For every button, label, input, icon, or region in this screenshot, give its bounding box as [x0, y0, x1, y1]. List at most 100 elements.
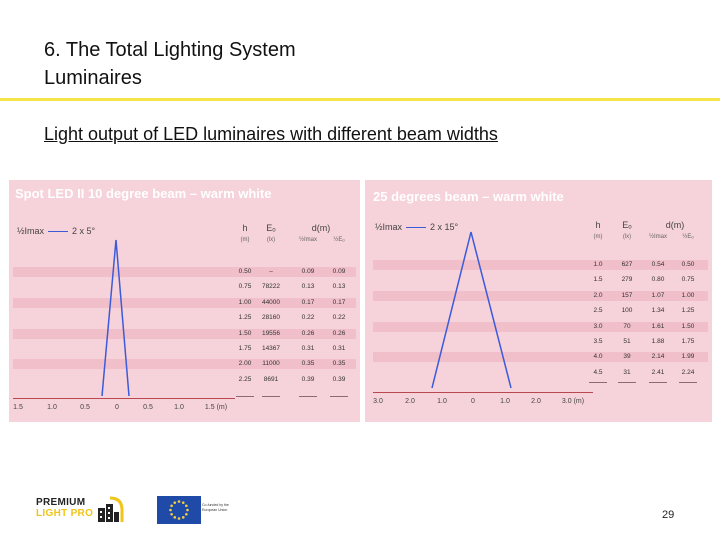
- table-cell: 0.54: [651, 261, 665, 268]
- x-axis-tick-label: 3.0 (m): [561, 398, 585, 405]
- eu-star: [170, 512, 173, 516]
- table-cell: 1.99: [681, 353, 695, 361]
- table-cell: 3.5: [593, 338, 603, 345]
- table-row-stripe: [373, 260, 708, 270]
- table-column-header: d(m): [311, 223, 331, 233]
- table-cell: –: [269, 268, 273, 275]
- table-cell: 1.75: [681, 338, 695, 345]
- table-cell: 4.5: [593, 368, 603, 376]
- table-cell: 2.0: [593, 291, 603, 299]
- table-column-subheader: (lx): [266, 237, 276, 243]
- table-cell: 1.00: [238, 298, 252, 306]
- table-cell: 0.22: [301, 314, 315, 322]
- eu-star: [177, 500, 181, 503]
- x-axis-tick-label: 1.5: [13, 404, 23, 411]
- table-cell: 44000: [261, 298, 281, 306]
- slide-subtitle: Light output of LED luminaires with diff…: [44, 124, 498, 144]
- table-column-tick: [236, 396, 254, 397]
- table-column-tick: [299, 396, 317, 397]
- legend-line-icon: [48, 231, 69, 233]
- table-cell: 0.26: [301, 329, 315, 337]
- table-column-subheader: ½Eₒ: [333, 237, 345, 243]
- table-column-subheader: ½Eₒ: [682, 234, 694, 240]
- table-column-subheader: (lx): [622, 234, 632, 240]
- legend-line-icon: [406, 227, 427, 229]
- legend-value: 2 x 5°: [72, 226, 96, 236]
- table-cell: 2.41: [651, 368, 665, 376]
- eu-flag-icon: [157, 496, 201, 524]
- table-cell: 1.50: [238, 329, 252, 337]
- table-cell: 627: [621, 261, 633, 268]
- table-cell: 0.13: [301, 283, 315, 291]
- table-row-stripe: [373, 290, 708, 301]
- table-cell: 1.0: [593, 261, 603, 268]
- table-cell: 0.35: [332, 360, 346, 368]
- table-cell: 2.00: [238, 360, 252, 368]
- table-cell: 1.00: [681, 291, 695, 299]
- table-cell: 0.22: [332, 314, 346, 322]
- table-cell: 1.75: [238, 345, 252, 352]
- table-column-tick: [262, 396, 280, 397]
- table-cell: 2.24: [681, 368, 695, 376]
- table-cell: 100: [621, 307, 633, 315]
- table-column-subheader: ½Imax: [298, 237, 317, 243]
- eu-star: [185, 504, 188, 508]
- table-cell: 11000: [262, 360, 280, 368]
- table-cell: 0.75: [238, 283, 252, 291]
- beam-cone: [431, 231, 512, 389]
- table-cell: 1.34: [651, 307, 665, 315]
- title-line-1: 6. The Total Lighting System: [44, 39, 296, 61]
- table-row-stripe: [373, 352, 708, 363]
- table-cell: 0.13: [332, 283, 346, 291]
- table-cell: 0.31: [332, 345, 346, 352]
- table-cell: 14367: [261, 345, 281, 352]
- table-cell: 0.50: [238, 268, 252, 275]
- table-column-tick: [589, 382, 607, 383]
- beam-legend: ½Imax 2 x 15°: [375, 222, 458, 232]
- table-column-subheader: (m): [240, 237, 250, 243]
- x-axis-line: [13, 398, 235, 399]
- panel-title: Spot LED II 10 degree beam – warm white: [15, 186, 272, 201]
- table-cell: 0.17: [301, 298, 315, 306]
- legend-label: ½Imax: [17, 226, 45, 236]
- eu-star: [173, 516, 177, 519]
- x-axis-tick-label: 0.5: [80, 404, 90, 411]
- table-cell: 1.61: [651, 322, 665, 330]
- premium-light-pro-logo: PREMIUM LIGHT PRO: [36, 494, 126, 526]
- table-cell: 31: [623, 368, 631, 376]
- table-cell: 51: [623, 338, 631, 345]
- eu-star: [170, 504, 173, 508]
- table-cell: 0.39: [301, 375, 315, 383]
- table-cell: 2.14: [651, 353, 665, 361]
- legend-label: ½Imax: [375, 222, 403, 232]
- table-row-stripe: [13, 328, 356, 339]
- table-cell: 39: [623, 353, 631, 361]
- x-axis-tick-label: 1.5 (m): [204, 404, 228, 411]
- table-column-header: Eₒ: [266, 223, 276, 233]
- legend-value: 2 x 15°: [430, 222, 459, 232]
- table-cell: 78222: [261, 283, 281, 291]
- table-cell: 2.5: [593, 307, 603, 315]
- table-cell: 28160: [261, 314, 281, 322]
- table-row-stripe: [13, 359, 356, 370]
- x-axis-tick-label: 1.0: [174, 404, 184, 411]
- eu-star: [186, 508, 189, 512]
- x-axis-tick-label: 3.0: [373, 398, 383, 405]
- table-column-subheader: (m): [593, 234, 603, 240]
- table-column-header: h: [595, 220, 601, 230]
- beam-outline: [431, 231, 512, 389]
- table-cell: 3.0: [593, 322, 603, 330]
- table-column-header: d(m): [665, 220, 685, 230]
- eu-star: [177, 517, 181, 520]
- table-cell: 1.5: [593, 276, 603, 284]
- table-cell: 0.35: [301, 360, 315, 368]
- slide-title: 6. The Total Lighting System Luminaires: [44, 36, 296, 92]
- table-column-subheader: ½Imax: [648, 234, 667, 240]
- x-axis-line: [373, 392, 593, 393]
- x-axis-tick-label: 1.0: [500, 398, 510, 405]
- eu-star: [169, 508, 172, 512]
- x-axis-tick-label: 2.0: [405, 398, 415, 405]
- logo-text-line-1: PREMIUM: [36, 497, 86, 508]
- table-cell: 2.25: [238, 375, 252, 383]
- table-cell: 70: [623, 322, 631, 330]
